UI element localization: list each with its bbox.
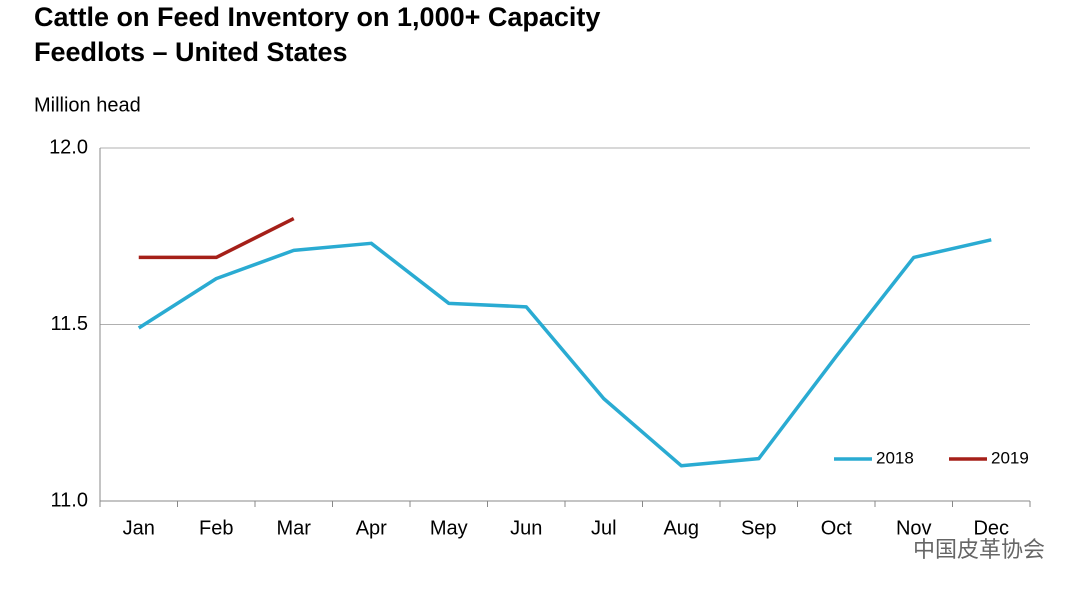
chart-title: Feedlots – United States	[34, 37, 348, 67]
x-tick-label: Mar	[277, 517, 312, 539]
chart-title: Cattle on Feed Inventory on 1,000+ Capac…	[34, 2, 600, 32]
y-tick-label: 12.0	[49, 136, 88, 158]
x-tick-label: Nov	[896, 517, 932, 539]
x-tick-label: Dec	[973, 517, 1009, 539]
x-tick-label: Aug	[663, 517, 699, 539]
x-tick-label: Oct	[821, 517, 853, 539]
legend-label: 2019	[991, 448, 1029, 467]
y-tick-label: 11.5	[51, 313, 88, 335]
y-axis-label: Million head	[34, 94, 141, 116]
watermark: 中国皮革协会	[913, 537, 1045, 562]
x-tick-label: Jan	[123, 517, 155, 539]
x-tick-label: Jul	[591, 517, 617, 539]
x-tick-label: Feb	[199, 517, 233, 539]
x-tick-label: Jun	[510, 517, 542, 539]
line-series	[138, 217, 295, 260]
line-series	[137, 238, 992, 468]
y-tick-label: 11.0	[51, 489, 88, 511]
x-tick-label: May	[430, 517, 468, 539]
x-tick-label: Apr	[356, 517, 387, 539]
x-tick-label: Sep	[741, 517, 777, 539]
legend-label: 2018	[876, 448, 914, 467]
